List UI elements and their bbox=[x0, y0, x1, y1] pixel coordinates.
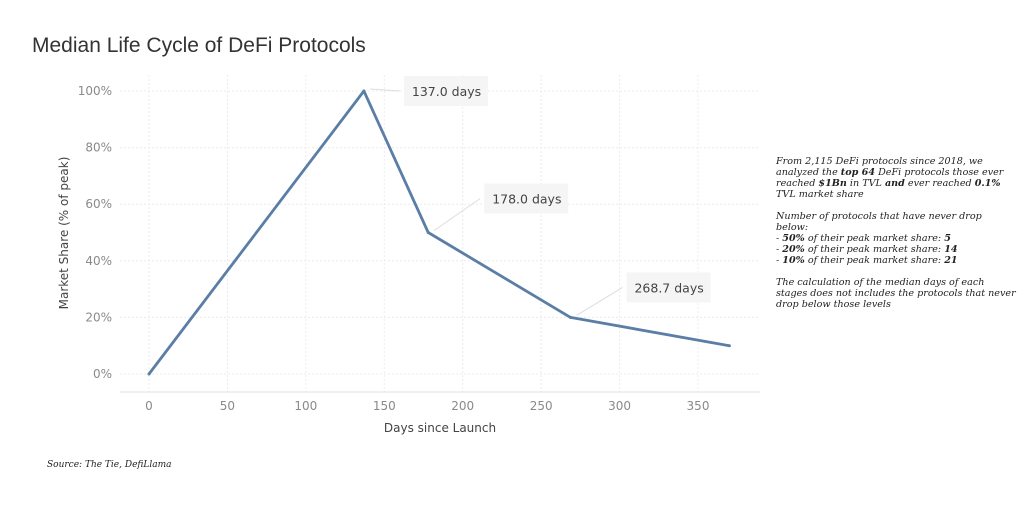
annotation-leader bbox=[433, 198, 481, 231]
data-point bbox=[568, 315, 572, 319]
annotation-label: 268.7 days bbox=[634, 280, 703, 295]
note-text: Number of protocols that have never drop… bbox=[776, 211, 982, 233]
note-text: From 2,115 DeFi protocols since 2018, we… bbox=[776, 156, 983, 178]
note-bold: 50% bbox=[782, 233, 805, 244]
x-tick-label: 150 bbox=[373, 399, 396, 413]
annotation-box bbox=[403, 76, 488, 106]
y-tick-label: 100% bbox=[78, 84, 112, 98]
series-line bbox=[147, 89, 730, 375]
x-tick-label: 200 bbox=[451, 399, 474, 413]
x-tick-label: 100 bbox=[294, 399, 317, 413]
annotation-box bbox=[484, 183, 569, 214]
note-bold: $1Bn bbox=[818, 178, 847, 189]
note-text: of their peak market share: bbox=[804, 233, 945, 244]
y-axis-title: Market Share (% of peak) bbox=[57, 157, 71, 310]
data-point bbox=[147, 372, 151, 376]
note-bold: and bbox=[884, 178, 905, 189]
x-tick-label: 300 bbox=[608, 399, 631, 413]
x-tick-label: 0 bbox=[145, 399, 153, 413]
note-text: TVL market share bbox=[776, 189, 864, 200]
note-bold: top 64 bbox=[840, 167, 876, 178]
note-text: of their peak market share: bbox=[804, 244, 945, 255]
annotation-leader bbox=[576, 286, 623, 316]
data-point bbox=[727, 344, 731, 348]
x-tick-label: 350 bbox=[687, 399, 710, 413]
annotation-label: 178.0 days bbox=[492, 192, 561, 207]
y-tick-label: 60% bbox=[85, 197, 112, 211]
note-text: DeFi protocols those ever reached bbox=[776, 167, 1004, 189]
x-tick-label: 250 bbox=[530, 399, 553, 413]
y-tick-label: 80% bbox=[85, 141, 112, 155]
note-text: of their peak market share: bbox=[804, 255, 945, 266]
note-bold: 14 bbox=[944, 244, 958, 255]
note-text: in TVL bbox=[846, 178, 885, 189]
note-bold: 20% bbox=[782, 244, 805, 255]
source-caption: Source: The Tie, DefiLlama bbox=[47, 460, 172, 470]
annotation-leader bbox=[369, 88, 400, 92]
note-text: The calculation of the median days of ea… bbox=[776, 277, 1016, 310]
data-point bbox=[426, 231, 430, 234]
y-tick-label: 20% bbox=[85, 310, 112, 324]
note-text: ever reached bbox=[904, 178, 975, 189]
x-tick-label: 50 bbox=[220, 399, 235, 413]
note-bold: 10% bbox=[782, 255, 805, 266]
annotation-label: 137.0 days bbox=[412, 84, 481, 99]
note-bold: 5 bbox=[944, 233, 951, 244]
annotation-note: From 2,115 DeFi protocols since 2018, we… bbox=[776, 156, 1016, 310]
note-bold: 21 bbox=[944, 255, 958, 266]
annotation-box bbox=[626, 272, 711, 303]
note-bold: 0.1% bbox=[974, 178, 1001, 189]
chart-title: Median Life Cycle of DeFi Protocols bbox=[32, 34, 366, 57]
x-axis-title: Days since Launch bbox=[384, 421, 496, 435]
y-tick-label: 40% bbox=[85, 254, 112, 268]
y-tick-label: 0% bbox=[93, 367, 112, 381]
data-point bbox=[362, 89, 366, 93]
